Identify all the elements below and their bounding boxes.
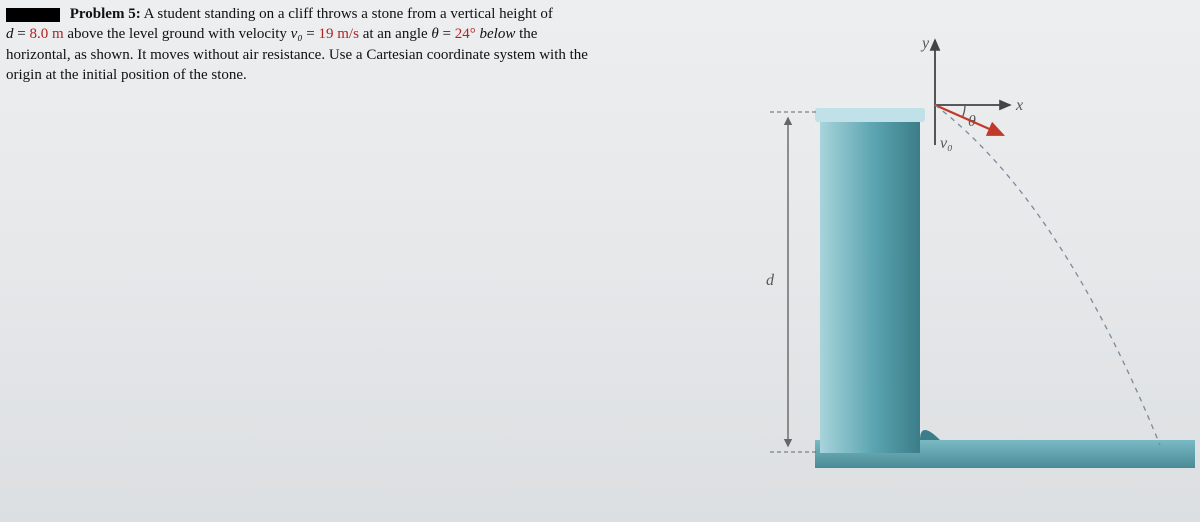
val-v0: 19 m/s — [319, 26, 359, 42]
problem-label: Problem 5: — [70, 6, 141, 22]
eq3: = — [443, 26, 455, 42]
x-axis-label: x — [1015, 97, 1023, 114]
v0-label: v₀ — [940, 135, 953, 152]
var-v0: v₀ — [291, 26, 303, 42]
cliff-top — [815, 108, 925, 122]
figure-svg: d y x θ v₀ — [740, 20, 1195, 520]
var-theta: θ — [431, 26, 438, 42]
cliff-column — [820, 115, 920, 453]
cliff-base-fillet — [920, 430, 940, 440]
var-d: d — [6, 26, 14, 42]
intro-text-a: A student standing on a cliff throws a s… — [144, 6, 553, 22]
eq1: = — [17, 26, 29, 42]
text-2a: above the level ground with velocity — [67, 26, 290, 42]
redaction-mark — [6, 8, 60, 22]
val-d: 8.0 m — [29, 26, 63, 42]
text-4: origin at the initial position of the st… — [6, 67, 247, 83]
text-2c: the — [519, 26, 537, 42]
val-theta: 24° — [455, 26, 476, 42]
v0-vector — [935, 105, 1003, 135]
trajectory — [935, 105, 1160, 445]
y-axis-label: y — [920, 35, 930, 52]
text-3: horizontal, as shown. It moves without a… — [6, 47, 588, 63]
eq2: = — [306, 26, 318, 42]
problem-text: Problem 5: A student standing on a cliff… — [6, 4, 726, 85]
below-word: below — [480, 26, 516, 42]
figure: d y x θ v₀ — [740, 20, 1195, 520]
angle-arc — [962, 105, 965, 117]
dim-d-label: d — [766, 272, 775, 289]
page-container: Problem 5: A student standing on a cliff… — [0, 0, 1200, 522]
text-2b: at an angle — [363, 26, 432, 42]
